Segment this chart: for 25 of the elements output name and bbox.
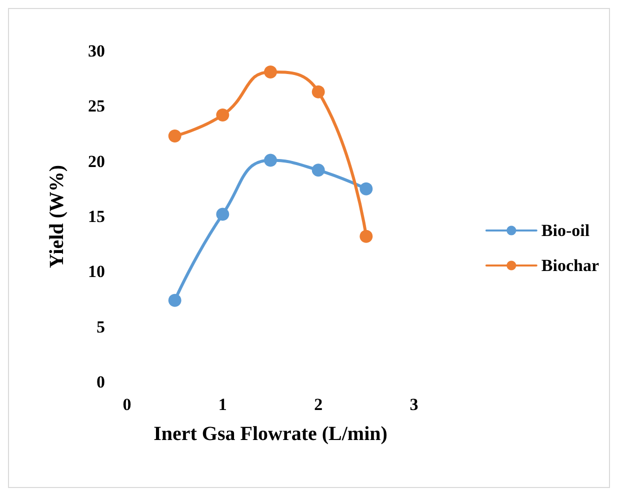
y-tick-label: 20 — [88, 152, 105, 171]
point — [216, 208, 230, 221]
x-tick-label: 1 — [218, 395, 227, 414]
y-tick-label: 15 — [88, 207, 105, 226]
legend-label: Bio-oil — [541, 221, 590, 240]
y-tick-label: 25 — [88, 96, 105, 116]
y-tick-label: 0 — [96, 372, 105, 392]
x-axis-title: Inert Gsa Flowrate (L/min) — [154, 423, 388, 445]
point — [264, 154, 277, 167]
legend-label: Biochar — [541, 256, 600, 275]
point — [168, 129, 182, 142]
point — [312, 164, 325, 177]
point — [168, 294, 182, 307]
y-tick-label: 5 — [96, 317, 105, 336]
x-tick-label: 2 — [314, 395, 323, 414]
point — [360, 182, 373, 196]
x-tick-label: 0 — [122, 395, 132, 414]
point — [216, 108, 230, 122]
point — [360, 230, 373, 243]
point — [312, 85, 325, 98]
y-axis-title: Yield (W%) — [46, 164, 68, 268]
point — [264, 65, 277, 78]
x-tick-label: 3 — [410, 395, 418, 414]
y-tick-label: 30 — [88, 42, 105, 60]
y-tick-label: 10 — [88, 262, 105, 282]
